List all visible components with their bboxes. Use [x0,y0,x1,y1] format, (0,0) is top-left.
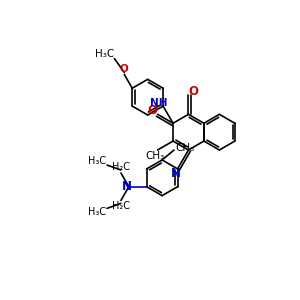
Text: O: O [120,64,129,74]
Text: H₂C: H₂C [112,201,130,212]
Text: H₃C: H₃C [95,49,114,58]
Text: O: O [188,85,198,98]
Text: CH₃: CH₃ [175,143,194,153]
Text: H₃C: H₃C [88,207,106,217]
Text: N: N [171,167,181,180]
Text: NH: NH [150,98,168,108]
Text: N: N [122,180,132,193]
Text: CH₃: CH₃ [145,151,164,161]
Text: O: O [148,104,158,117]
Text: H₂C: H₂C [112,162,130,172]
Text: H₃C: H₃C [88,156,106,166]
